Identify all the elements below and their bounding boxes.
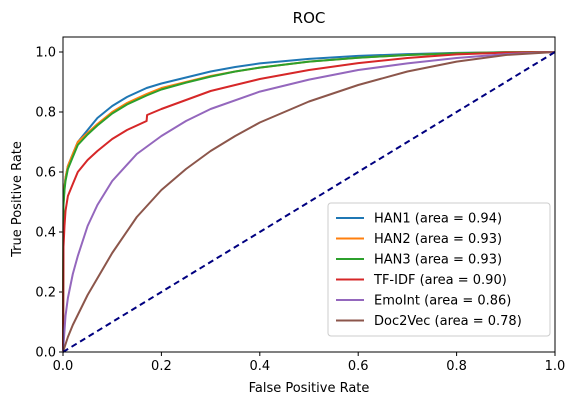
series-line: [62, 51, 556, 353]
legend-entry: HAN3 (area = 0.93): [374, 253, 502, 268]
legend-entry: HAN2 (area = 0.93): [374, 232, 502, 247]
legend-entry: Doc2Vec (area = 0.78): [374, 314, 522, 329]
y-tick-label: 0.8: [35, 106, 56, 121]
legend-box: [327, 202, 551, 337]
x-axis-label: False Positive Rate: [249, 381, 370, 396]
y-tick-label: 0.6: [35, 166, 56, 181]
x-tick-label: 1.0: [545, 359, 566, 374]
x-axis-ticks: 0.0 0.2 0.4 0.6 0.8 1.0: [53, 352, 566, 374]
series-layer: [62, 51, 556, 353]
series-line: [62, 51, 556, 353]
y-tick-label: 0.2: [35, 286, 56, 301]
legend-entry: TF-IDF (area = 0.90): [373, 273, 507, 288]
x-tick-label: 0.8: [446, 359, 467, 374]
series-line: [62, 51, 556, 353]
legend-entry: EmoInt (area = 0.86): [374, 294, 511, 309]
y-axis-ticks: 0.0 0.2 0.4 0.6 0.8 1.0: [35, 46, 63, 361]
x-tick-label: 0.6: [348, 359, 369, 374]
x-tick-label: 0.4: [249, 359, 270, 374]
chart-title: ROC: [293, 9, 326, 27]
legend-entry: HAN1 (area = 0.94): [374, 212, 502, 227]
series-line: [62, 51, 556, 353]
y-tick-label: 0.0: [35, 346, 56, 361]
x-tick-label: 0.0: [53, 359, 74, 374]
plot-frame: [62, 36, 556, 353]
x-tick-label: 0.2: [151, 359, 172, 374]
y-tick-label: 1.0: [35, 46, 56, 61]
y-tick-label: 0.4: [35, 226, 56, 241]
legend: HAN1 (area = 0.94) HAN2 (area = 0.93) HAN3…: [327, 202, 551, 337]
y-axis-label: True Positive Rate: [10, 141, 25, 258]
chance-diagonal-line: [62, 51, 556, 353]
